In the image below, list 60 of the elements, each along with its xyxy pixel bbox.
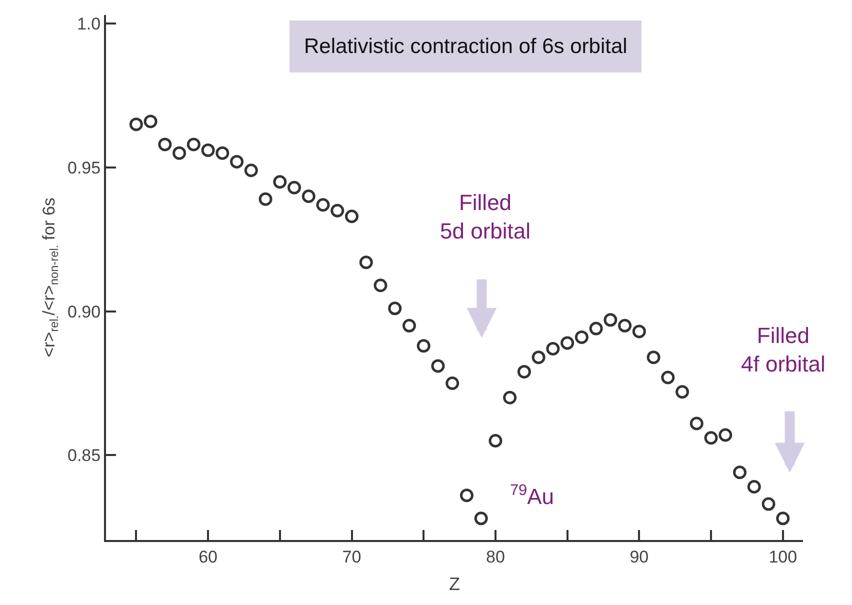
- x-tick-label: 80: [486, 547, 505, 566]
- y-tick-label: 0.95: [68, 158, 101, 178]
- point: [704, 431, 718, 445]
- annotation: Filled 5d orbital: [440, 190, 531, 244]
- point: [560, 336, 574, 350]
- point: [244, 164, 258, 178]
- x-axis-title: Z: [449, 574, 460, 594]
- point: [446, 376, 460, 390]
- point: [359, 256, 373, 270]
- point: [158, 138, 172, 152]
- point: [762, 497, 776, 511]
- point: [618, 318, 632, 332]
- point: [718, 428, 732, 442]
- text: Relativistic contraction of 6s orbital: [304, 35, 628, 58]
- point: [402, 318, 416, 332]
- point: [374, 278, 388, 292]
- y-tick-label: 0.85: [68, 446, 101, 466]
- point: [747, 480, 761, 494]
- point: [345, 210, 358, 224]
- point: [186, 138, 200, 152]
- point: [288, 180, 302, 194]
- point: [230, 154, 244, 168]
- point: [144, 114, 158, 128]
- y-tick-label: 1.0: [76, 14, 101, 34]
- point: [488, 434, 502, 448]
- point: [129, 118, 143, 132]
- point: [302, 189, 316, 203]
- point: [733, 466, 747, 480]
- point: [646, 350, 660, 364]
- point: [330, 204, 344, 218]
- point: [546, 342, 560, 356]
- point: [201, 143, 215, 157]
- point: [690, 416, 704, 430]
- point: [632, 324, 646, 338]
- point: [388, 302, 402, 316]
- point: [460, 488, 474, 502]
- point: [776, 512, 790, 526]
- annotation: Filled 4f orbital: [741, 323, 826, 377]
- point: [258, 192, 272, 206]
- point: [604, 313, 618, 327]
- point: [574, 330, 588, 344]
- point: [216, 146, 230, 160]
- annotation: $^{79}$Au: [510, 482, 554, 510]
- point: [589, 322, 603, 336]
- point: [474, 512, 488, 526]
- point: [532, 350, 546, 364]
- point: [676, 385, 690, 399]
- point: [503, 390, 517, 404]
- x-tick-label: 90: [630, 547, 649, 566]
- x-tick-label: 100: [768, 547, 798, 566]
- x-tick-label: 70: [342, 547, 362, 566]
- point: [517, 364, 531, 378]
- point: [273, 175, 287, 189]
- point: [431, 359, 445, 373]
- point: [316, 198, 330, 212]
- point: [661, 370, 675, 384]
- point: [172, 146, 186, 160]
- point: [416, 339, 430, 353]
- x-tick-label: 60: [198, 547, 218, 566]
- y-tick-label: 0.90: [68, 302, 101, 322]
